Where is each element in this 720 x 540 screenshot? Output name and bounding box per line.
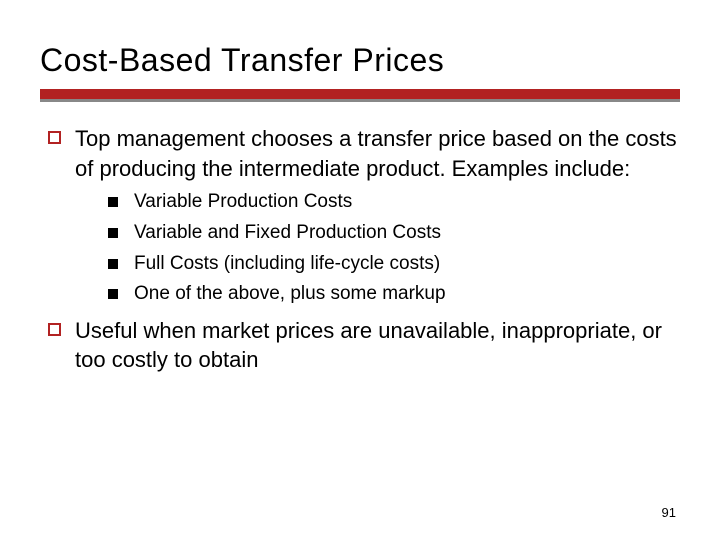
- bullet-filled-icon: [108, 197, 118, 207]
- slide-title: Cost-Based Transfer Prices: [40, 42, 680, 79]
- sub-bullet-list: Variable Production Costs Variable and F…: [48, 189, 680, 307]
- divider-red-bar: [40, 89, 680, 99]
- slide-container: Cost-Based Transfer Prices Top managemen…: [0, 0, 720, 540]
- sub-bullet-text: Full Costs (including life-cycle costs): [134, 251, 440, 278]
- content-area: Top management chooses a transfer price …: [40, 124, 680, 375]
- sub-bullet-item: Full Costs (including life-cycle costs): [108, 251, 680, 278]
- sub-bullet-item: Variable and Fixed Production Costs: [108, 220, 680, 247]
- bullet-filled-icon: [108, 259, 118, 269]
- bullet-item: Top management chooses a transfer price …: [48, 124, 680, 183]
- bullet-outline-icon: [48, 131, 61, 144]
- bullet-filled-icon: [108, 289, 118, 299]
- bullet-outline-icon: [48, 323, 61, 336]
- divider-gray-bar: [40, 99, 680, 102]
- bullet-filled-icon: [108, 228, 118, 238]
- page-number: 91: [662, 505, 676, 520]
- sub-bullet-item: Variable Production Costs: [108, 189, 680, 216]
- title-divider: [40, 89, 680, 102]
- sub-bullet-item: One of the above, plus some markup: [108, 281, 680, 308]
- bullet-text: Top management chooses a transfer price …: [75, 124, 680, 183]
- bullet-text: Useful when market prices are unavailabl…: [75, 316, 680, 375]
- sub-bullet-text: Variable and Fixed Production Costs: [134, 220, 441, 247]
- sub-bullet-text: Variable Production Costs: [134, 189, 352, 216]
- bullet-item: Useful when market prices are unavailabl…: [48, 316, 680, 375]
- sub-bullet-text: One of the above, plus some markup: [134, 281, 446, 308]
